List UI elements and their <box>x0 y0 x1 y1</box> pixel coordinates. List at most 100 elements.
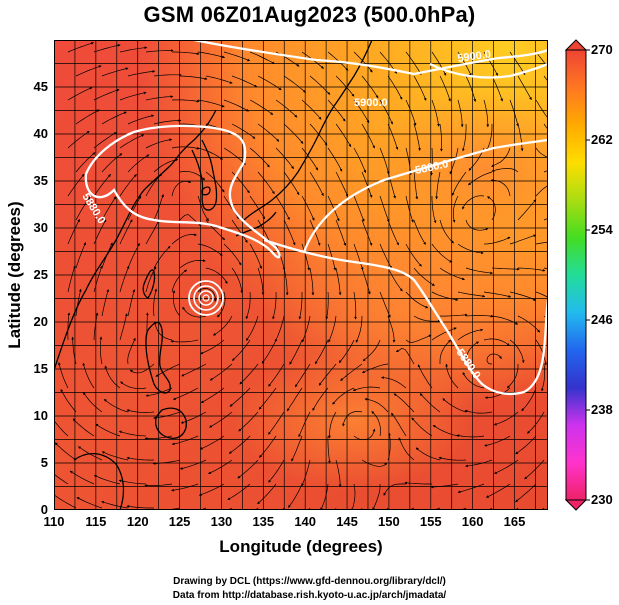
streamline <box>417 364 433 389</box>
streamline <box>126 409 155 413</box>
streamline <box>509 291 537 301</box>
streamline <box>353 428 376 441</box>
streamline <box>283 267 289 296</box>
streamline <box>127 195 142 221</box>
streamline <box>257 75 282 91</box>
streamline <box>231 339 251 361</box>
streamline <box>391 412 407 437</box>
streamline <box>295 363 311 388</box>
streamline <box>465 459 493 468</box>
streamline <box>101 289 110 317</box>
streamline <box>144 435 173 440</box>
streamline <box>535 51 548 68</box>
streamline <box>200 387 225 404</box>
streamline <box>309 123 328 146</box>
streamline <box>179 259 206 269</box>
streamline <box>484 435 511 447</box>
streamline <box>371 411 381 437</box>
streamline <box>483 236 511 245</box>
streamline <box>257 267 265 296</box>
y-tick-label: 35 <box>33 173 48 188</box>
streamline <box>517 199 537 221</box>
streamline <box>145 173 163 197</box>
streamline <box>223 147 246 165</box>
streamline <box>127 242 140 269</box>
streamline <box>288 483 303 508</box>
x-tick-label: 145 <box>336 514 358 529</box>
x-tick-label: 140 <box>294 514 317 529</box>
streamline <box>535 99 548 119</box>
streamline <box>126 456 155 461</box>
streamline <box>93 219 107 245</box>
streamline <box>231 75 258 88</box>
streamline <box>435 171 441 200</box>
streamline <box>342 410 363 427</box>
streamline <box>93 265 103 293</box>
streamline <box>318 363 337 386</box>
streamline <box>171 99 200 103</box>
streamline <box>171 180 192 197</box>
streamline <box>205 75 233 84</box>
streamline <box>197 195 209 222</box>
streamline <box>275 99 298 118</box>
streamline <box>338 339 355 364</box>
streamline <box>231 267 244 294</box>
typhoon-vortex <box>188 280 224 316</box>
streamline <box>103 398 129 413</box>
streamline <box>364 397 389 413</box>
streamline <box>72 418 95 437</box>
contour-5900-ne-corner <box>429 62 548 79</box>
colorbar-tick-label: 246 <box>591 312 613 327</box>
streamline <box>209 411 233 428</box>
streamline <box>353 243 364 271</box>
contour-label: 5900.0 <box>354 97 388 109</box>
streamline <box>101 196 117 221</box>
streamline <box>153 245 171 269</box>
colorbar-tick-label: 254 <box>591 222 613 237</box>
streamline <box>361 219 373 246</box>
streamline <box>93 474 121 485</box>
streamline <box>301 99 322 120</box>
streamline <box>78 446 103 461</box>
streamline <box>456 434 485 438</box>
streamline <box>249 147 270 168</box>
streamline <box>145 95 174 101</box>
streamline <box>309 171 324 197</box>
streamline <box>101 111 127 125</box>
streamline <box>527 411 545 434</box>
streamline <box>75 109 100 125</box>
streamline <box>274 315 285 343</box>
streamline <box>411 417 433 437</box>
contour-5880-east <box>302 138 548 253</box>
streamline <box>275 147 294 170</box>
streamline <box>405 291 429 309</box>
streamline <box>257 171 275 195</box>
streamline <box>483 99 490 128</box>
streamline <box>517 267 546 272</box>
streamline <box>309 75 331 95</box>
streamline <box>452 195 459 223</box>
streamline <box>119 174 137 197</box>
streamline <box>246 315 259 341</box>
streamline <box>486 124 493 151</box>
streamline <box>465 75 477 102</box>
streamline <box>484 387 511 400</box>
streamline <box>451 171 467 196</box>
streamline <box>462 195 485 210</box>
streamline <box>361 171 373 198</box>
coastline-island <box>201 186 211 196</box>
streamline <box>485 483 511 498</box>
streamline <box>275 243 286 271</box>
streamline <box>127 70 156 77</box>
streamline <box>93 88 120 101</box>
streamline <box>145 219 160 245</box>
streamline <box>200 339 225 355</box>
streamline <box>172 387 199 400</box>
streamline <box>67 265 76 293</box>
streamline <box>415 447 441 461</box>
x-tick-label: 115 <box>85 514 107 529</box>
streamline <box>464 409 493 414</box>
streamline <box>231 123 256 139</box>
streamline <box>145 49 174 53</box>
streamline <box>457 483 485 494</box>
